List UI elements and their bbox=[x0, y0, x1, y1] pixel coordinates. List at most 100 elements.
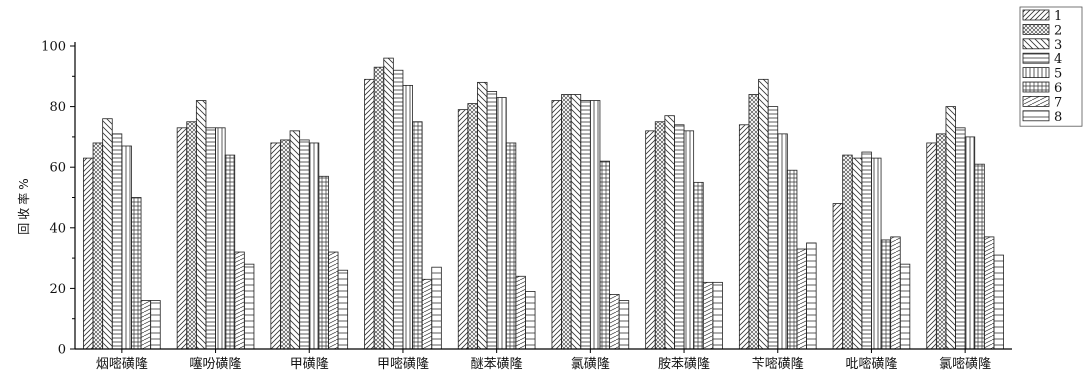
bar-7-1 bbox=[234, 251, 245, 350]
bar-1-7 bbox=[738, 124, 750, 350]
bar-6-7 bbox=[786, 169, 798, 350]
bar-5-2 bbox=[308, 142, 320, 350]
bar-7-7 bbox=[796, 248, 807, 350]
bar-4-6 bbox=[674, 124, 685, 350]
y-axis-label: 回收率% bbox=[16, 175, 31, 234]
bar-1-9 bbox=[926, 142, 937, 350]
x-tick-label: 氯磺隆 bbox=[571, 357, 610, 372]
bar-2-4 bbox=[467, 103, 478, 350]
x-tick-label: 烟嘧磺隆 bbox=[96, 357, 148, 372]
bar-2-9 bbox=[935, 133, 947, 350]
bar-1-3 bbox=[364, 78, 375, 350]
bar-4-1 bbox=[205, 127, 216, 350]
bar-2-5 bbox=[561, 94, 572, 350]
legend-swatch-5 bbox=[1022, 67, 1050, 78]
bar-1-4 bbox=[457, 109, 469, 350]
bar-7-5 bbox=[609, 294, 620, 350]
legend-swatch-8 bbox=[1022, 110, 1050, 122]
bar-3-6 bbox=[664, 115, 675, 350]
bar-8-9 bbox=[993, 254, 1004, 350]
bar-2-1 bbox=[186, 121, 197, 350]
bar-3-3 bbox=[383, 57, 394, 350]
bar-4-2 bbox=[299, 139, 310, 350]
y-tick-label: 20 bbox=[49, 282, 66, 297]
legend-swatch-4 bbox=[1022, 52, 1050, 64]
legend-label-8: 8 bbox=[1054, 110, 1062, 125]
x-tick-label: 噻吩磺隆 bbox=[190, 356, 242, 372]
y-tick-label: 60 bbox=[49, 161, 66, 176]
bar-4-9 bbox=[955, 127, 966, 350]
bar-4-0 bbox=[111, 133, 123, 350]
bar-6-0 bbox=[131, 197, 142, 350]
bar-6-2 bbox=[318, 175, 329, 350]
bar-4-7 bbox=[767, 106, 779, 350]
x-tick-label: 甲嘧磺隆 bbox=[377, 357, 429, 372]
bar-5-0 bbox=[121, 145, 132, 350]
bar-3-9 bbox=[945, 106, 956, 350]
bar-6-6 bbox=[693, 181, 704, 350]
legend-label-5: 5 bbox=[1054, 67, 1062, 82]
bar-2-3 bbox=[373, 66, 385, 350]
bars-layer bbox=[83, 57, 1004, 350]
bar-4-5 bbox=[580, 100, 591, 350]
x-tick-label: 胺苯磺隆 bbox=[658, 357, 710, 372]
bar-5-9 bbox=[964, 136, 976, 350]
bar-4-8 bbox=[861, 151, 872, 350]
bar-3-8 bbox=[851, 157, 863, 350]
bar-8-4 bbox=[525, 291, 536, 350]
bar-8-8 bbox=[899, 263, 911, 350]
x-tick-label: 氯嘧磺隆 bbox=[939, 357, 991, 372]
bar-6-4 bbox=[505, 142, 517, 350]
legend-label-6: 6 bbox=[1054, 81, 1062, 96]
bar-2-7 bbox=[748, 94, 759, 350]
bar-8-6 bbox=[712, 281, 723, 350]
bar-7-0 bbox=[140, 300, 152, 350]
bar-7-2 bbox=[328, 251, 339, 350]
bar-7-8 bbox=[890, 236, 901, 350]
bar-1-1 bbox=[176, 127, 188, 350]
bar-3-5 bbox=[570, 94, 582, 350]
bar-5-3 bbox=[402, 84, 413, 350]
legend-swatch-1 bbox=[1022, 9, 1050, 21]
bar-5-4 bbox=[496, 97, 507, 350]
bar-5-5 bbox=[589, 100, 601, 350]
bar-8-5 bbox=[618, 300, 630, 350]
bar-6-8 bbox=[880, 239, 892, 350]
bar-6-9 bbox=[974, 163, 985, 350]
x-tick-label: 苄嘧磺隆 bbox=[752, 357, 804, 372]
y-tick-label: 80 bbox=[49, 100, 66, 115]
x-tick-label: 甲磺隆 bbox=[290, 357, 329, 372]
bar-7-6 bbox=[702, 281, 714, 350]
bar-5-7 bbox=[777, 133, 788, 350]
x-tick-label: 吡嘧磺隆 bbox=[845, 357, 897, 372]
legend-label-4: 4 bbox=[1054, 52, 1062, 67]
bar-4-4 bbox=[486, 91, 498, 350]
bar-8-1 bbox=[243, 263, 255, 350]
bar-2-2 bbox=[280, 139, 291, 350]
legend-label-2: 2 bbox=[1054, 23, 1062, 38]
bar-6-1 bbox=[224, 154, 236, 350]
axes-layer: 0 20 40 60 80 100 烟嘧磺隆 噻吩磺隆 甲磺隆 甲嘧磺隆 醚苯磺隆 氯磺隆 胺苯磺隆 苄嘧… bbox=[41, 40, 1012, 372]
y-tick-label: 40 bbox=[49, 221, 66, 236]
bar-4-3 bbox=[392, 69, 404, 350]
bar-8-3 bbox=[431, 266, 442, 350]
bar-7-3 bbox=[421, 278, 433, 350]
legend-label-7: 7 bbox=[1054, 95, 1062, 110]
bar-1-0 bbox=[83, 157, 94, 350]
legend-swatch-6 bbox=[1022, 81, 1050, 93]
bar-3-2 bbox=[289, 130, 301, 350]
bar-2-6 bbox=[654, 121, 666, 350]
bar-1-2 bbox=[270, 142, 281, 350]
x-tick-label: 醚苯磺隆 bbox=[471, 357, 523, 372]
bar-7-9 bbox=[983, 236, 995, 350]
legend-swatch-3 bbox=[1022, 38, 1050, 50]
bar-7-4 bbox=[515, 275, 526, 350]
bar-1-6 bbox=[645, 130, 656, 350]
bar-5-6 bbox=[683, 130, 695, 350]
legend-label-1: 1 bbox=[1054, 9, 1062, 24]
bar-6-5 bbox=[599, 160, 610, 350]
bar-8-7 bbox=[806, 242, 817, 350]
bar-3-7 bbox=[758, 78, 769, 350]
